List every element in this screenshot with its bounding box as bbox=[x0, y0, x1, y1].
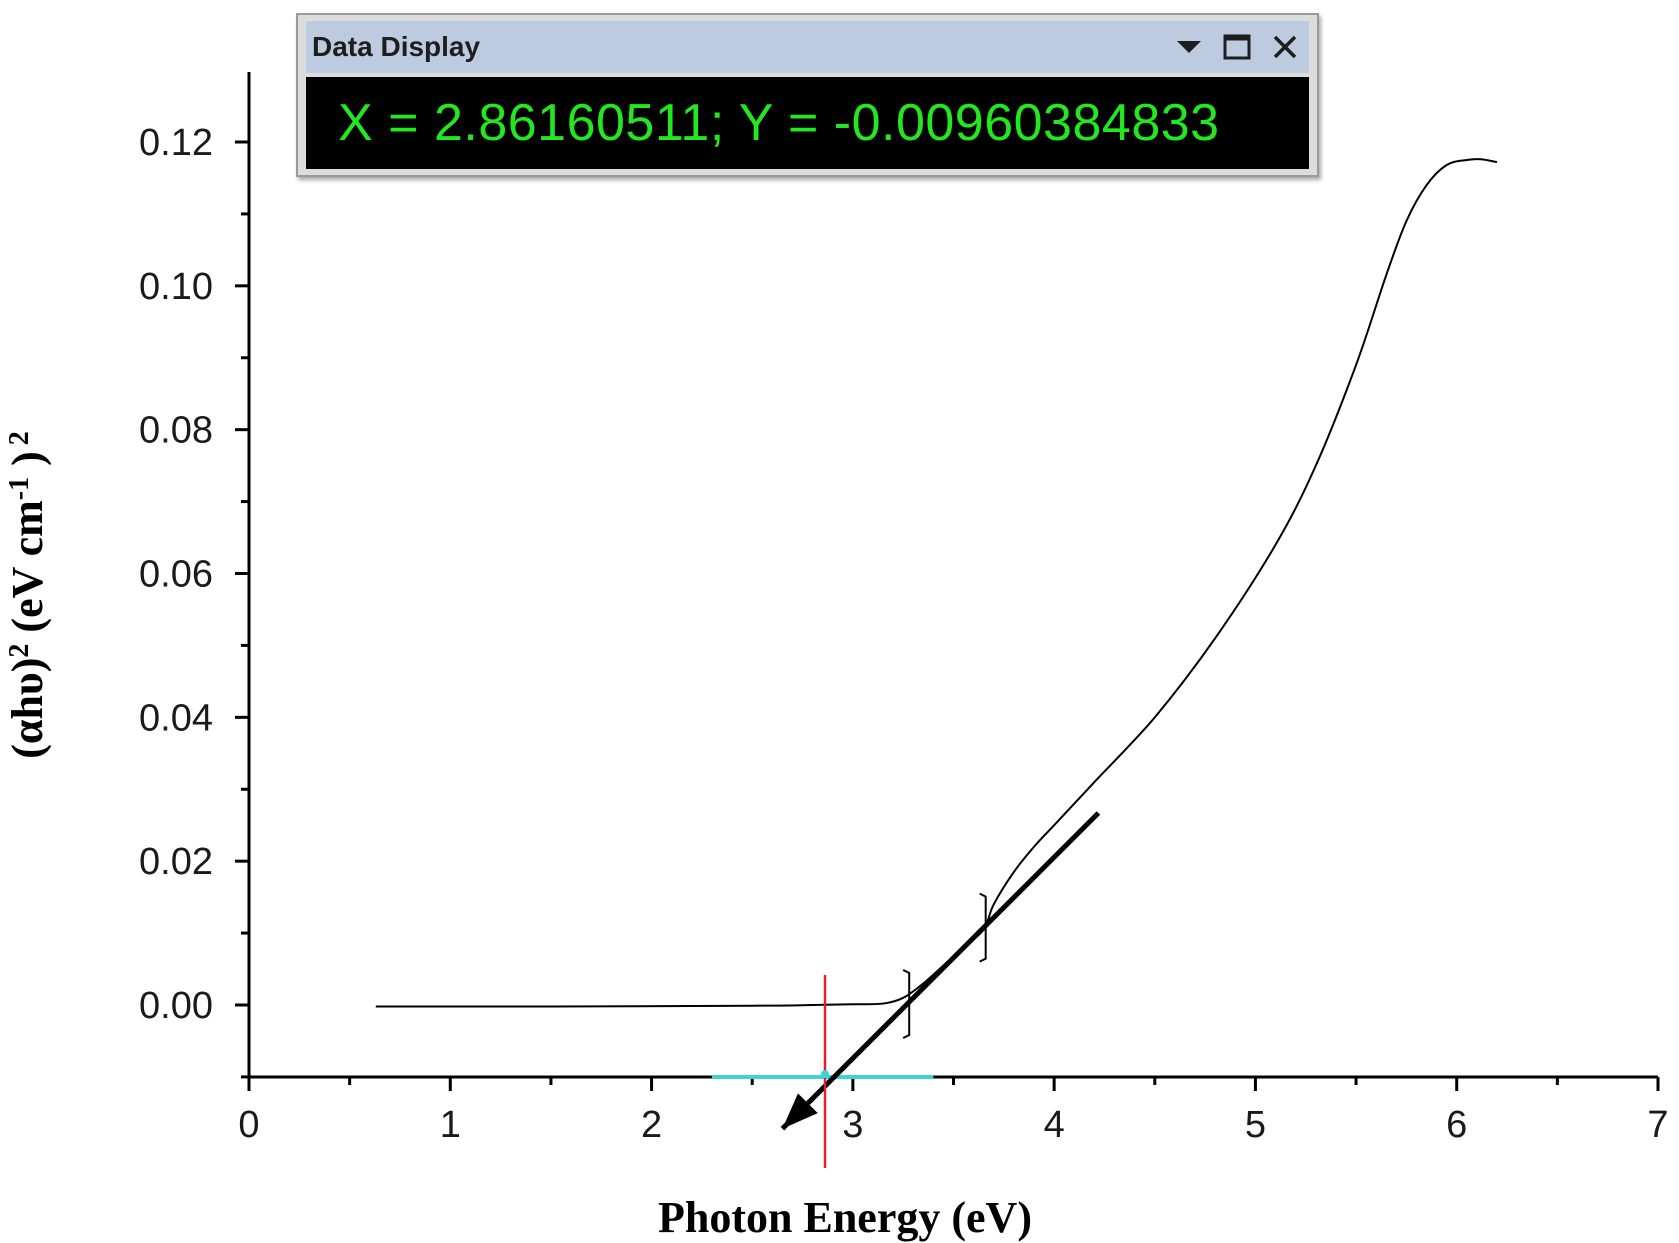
y-tick-label: 0.06 bbox=[139, 554, 213, 596]
x-tick-label: 5 bbox=[1245, 1104, 1266, 1146]
data-display-window[interactable]: Data Display X = 2.86160511; Y = -0.0096… bbox=[296, 13, 1319, 177]
x-axis-title: Photon Energy (eV) bbox=[658, 1193, 1032, 1242]
x-tick-label: 1 bbox=[440, 1104, 461, 1146]
y-axis-title: (αhυ)2 (eV cm-1 )2 bbox=[3, 431, 52, 759]
y-tick-label: 0.02 bbox=[139, 841, 213, 883]
x-tick-label: 2 bbox=[641, 1104, 662, 1146]
y-axis-title-space bbox=[3, 633, 52, 644]
x-tick-label: 6 bbox=[1446, 1104, 1467, 1146]
fit-range-marker[interactable] bbox=[902, 969, 911, 1039]
y-tick-label: 0.12 bbox=[139, 122, 213, 164]
series-line bbox=[375, 158, 1498, 1008]
y-axis-title-sup1: 2 bbox=[4, 644, 35, 658]
dropdown-arrow-icon[interactable] bbox=[1165, 25, 1213, 69]
intercept-group[interactable] bbox=[821, 975, 830, 1168]
tick-labels: 0 1 2 3 4 5 6 7 0.00 0.02 0.04 0.06 0.08 0.10 0.12 bbox=[139, 122, 1669, 1146]
y-axis-title-mid: (eV cm bbox=[3, 500, 52, 632]
fit-group[interactable] bbox=[780, 811, 1101, 1131]
x-tick-label: 4 bbox=[1044, 1104, 1065, 1146]
y-tick-label: 0.10 bbox=[139, 266, 213, 308]
y-tick-label: 0.00 bbox=[139, 985, 213, 1027]
x-tick-label: 0 bbox=[238, 1104, 259, 1146]
y-axis-title-suffix: ) bbox=[3, 451, 52, 466]
data-display-titlebar[interactable]: Data Display bbox=[306, 21, 1309, 73]
series-group bbox=[375, 158, 1498, 1008]
fit-line-arrowhead bbox=[782, 1093, 818, 1129]
intercept-point[interactable] bbox=[821, 1070, 830, 1079]
axes bbox=[247, 72, 1658, 1079]
data-display-title: Data Display bbox=[312, 31, 481, 62]
y-axis-title-sup3: 2 bbox=[4, 431, 35, 445]
fit-range-marker[interactable] bbox=[979, 892, 987, 963]
y-axis-title-prefix: (αhυ) bbox=[3, 658, 52, 759]
x-tick-label: 3 bbox=[842, 1104, 863, 1146]
y-axis-title-space2 bbox=[3, 466, 52, 477]
fit-range-markers[interactable] bbox=[902, 892, 987, 1039]
close-icon[interactable] bbox=[1261, 25, 1309, 69]
x-tick-label: 7 bbox=[1647, 1104, 1668, 1146]
data-display-panel: X = 2.86160511; Y = -0.00960384833 bbox=[306, 77, 1309, 169]
y-tick-label: 0.08 bbox=[139, 410, 213, 452]
maximize-icon[interactable] bbox=[1213, 25, 1261, 69]
fit-line[interactable] bbox=[780, 811, 1101, 1131]
y-tick-label: 0.04 bbox=[139, 697, 213, 739]
y-axis-title-sup2: -1 bbox=[4, 477, 35, 500]
tick-marks bbox=[235, 140, 1660, 1091]
coordinate-readout: X = 2.86160511; Y = -0.00960384833 bbox=[338, 94, 1220, 152]
